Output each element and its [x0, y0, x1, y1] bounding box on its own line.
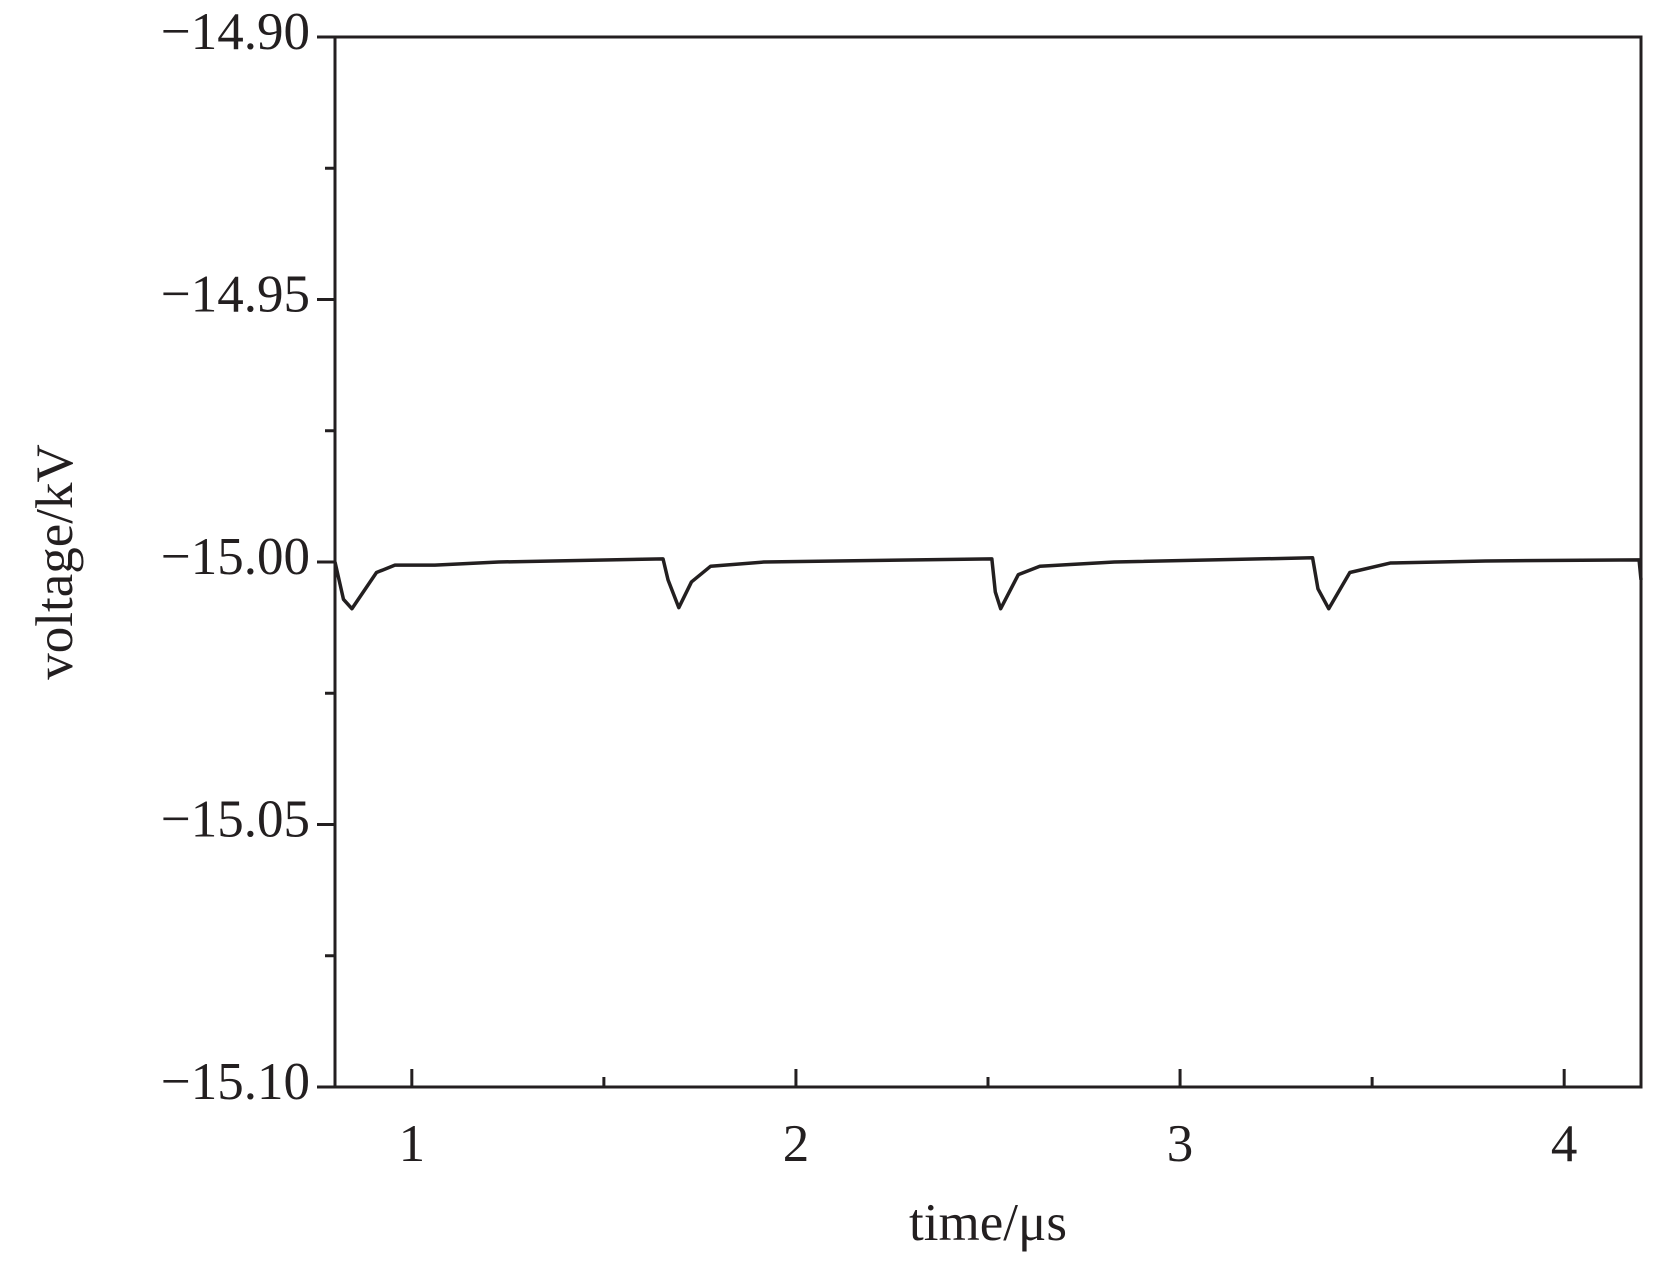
- y-tick-label: −15.05: [161, 791, 310, 849]
- x-tick-label: 4: [1551, 1115, 1578, 1173]
- x-tick-label: 1: [399, 1115, 426, 1173]
- y-tick-label: −14.95: [161, 266, 310, 324]
- data-line: [333, 556, 1643, 611]
- y-tick-label: −14.90: [161, 3, 310, 61]
- x-axis-label: time/μs: [909, 1194, 1067, 1252]
- y-axis-label: voltage/kV: [26, 444, 84, 680]
- y-tick-label: −15.10: [161, 1053, 310, 1111]
- x-tick-label: 2: [783, 1115, 810, 1173]
- x-tick-label: 3: [1167, 1115, 1194, 1173]
- y-tick-label: −15.00: [161, 528, 310, 586]
